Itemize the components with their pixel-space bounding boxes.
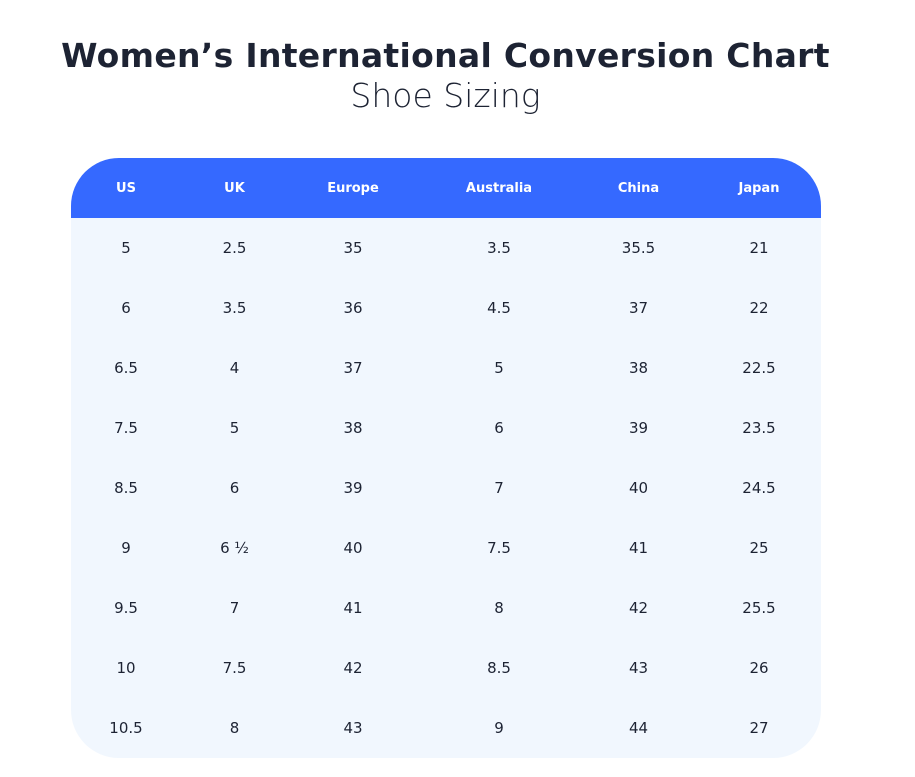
conversion-table: US UK Europe Australia China Japan 5 2.5 35 3.5 3… [71, 158, 821, 758]
table-cell-uk: 5 [229, 419, 240, 437]
table-row: 10 7.5 42 8.5 43 26 [71, 638, 821, 698]
table-cell-europe: 35 [343, 239, 363, 257]
column-header-australia: Australia [465, 180, 533, 196]
table-row: 6 3.5 36 4.5 37 22 [71, 278, 821, 338]
table-cell-uk: 3.5 [222, 299, 247, 317]
table-cell-uk: 8 [229, 719, 240, 737]
table-cell-japan: 25.5 [742, 599, 776, 617]
table-cell-australia: 6 [494, 419, 504, 437]
table-cell-china: 40 [628, 479, 649, 497]
column-header-us: US [116, 180, 136, 196]
table-cell-us: 9 [121, 539, 131, 557]
page-title: Women’s International Conversion Chart [61, 36, 830, 75]
table-row: 7.5 5 38 6 39 23.5 [71, 398, 821, 458]
table-cell-australia: 9 [494, 719, 504, 737]
table-cell-china: 37 [628, 299, 649, 317]
table-cell-us: 10 [116, 659, 136, 677]
table-cell-australia: 4.5 [487, 299, 511, 317]
table-cell-japan: 21 [749, 239, 769, 257]
table-cell-us: 7.5 [114, 419, 138, 437]
table-cell-europe: 39 [343, 479, 363, 497]
column-header-uk: UK [224, 180, 245, 196]
table-cell-europe: 40 [343, 539, 363, 557]
table-cell-australia: 5 [494, 359, 504, 377]
table-cell-japan: 22.5 [742, 359, 776, 377]
page-subtitle: Shoe Sizing [350, 76, 541, 115]
table-row: 5 2.5 35 3.5 35.5 21 [71, 218, 821, 278]
table-cell-europe: 43 [343, 719, 363, 737]
table-row: 6.5 4 37 5 38 22.5 [71, 338, 821, 398]
table-cell-japan: 27 [749, 719, 769, 737]
table-cell-australia: 7 [494, 479, 504, 497]
table-cell-europe: 36 [343, 299, 363, 317]
table-cell-australia: 8.5 [487, 659, 511, 677]
table-cell-us: 9.5 [114, 599, 138, 617]
table-cell-europe: 42 [343, 659, 363, 677]
table-cell-us: 8.5 [114, 479, 138, 497]
column-header-europe: Europe [327, 180, 379, 196]
table-cell-australia: 8 [494, 599, 504, 617]
table-cell-uk: 7 [229, 599, 240, 617]
table-cell-china: 44 [628, 719, 649, 737]
table-cell-us: 5 [121, 239, 131, 257]
table-cell-uk: 6 [229, 479, 240, 497]
table-row: 9.5 7 41 8 42 25.5 [71, 578, 821, 638]
table-cell-us: 6.5 [114, 359, 138, 377]
table-header-row: US UK Europe Australia China Japan [71, 158, 821, 218]
table-cell-australia: 3.5 [487, 239, 511, 257]
table-cell-europe: 38 [343, 419, 363, 437]
table-body: 5 2.5 35 3.5 35.5 21 6 3.5 36 4.5 37 22 6.5 4 37 5 38 22.… [71, 218, 821, 758]
table-row: 10.5 8 43 9 44 27 [71, 698, 821, 758]
table-cell-uk: 4 [229, 359, 240, 377]
table-cell-japan: 24.5 [742, 479, 776, 497]
table-cell-japan: 26 [749, 659, 769, 677]
column-header-japan: Japan [738, 180, 780, 196]
table-cell-us: 10.5 [109, 719, 143, 737]
table-cell-europe: 37 [343, 359, 363, 377]
table-cell-china: 43 [628, 659, 649, 677]
table-cell-china: 39 [628, 419, 649, 437]
table-cell-us: 6 [121, 299, 131, 317]
table-cell-uk: 6 ½ [220, 539, 249, 557]
table-cell-australia: 7.5 [487, 539, 511, 557]
table-cell-china: 35.5 [621, 239, 656, 257]
table-row: 9 6 ½ 40 7.5 41 25 [71, 518, 821, 578]
table-cell-china: 41 [628, 539, 649, 557]
table-cell-china: 38 [628, 359, 649, 377]
column-header-china: China [617, 180, 660, 196]
table-cell-china: 42 [628, 599, 649, 617]
table-cell-uk: 2.5 [222, 239, 247, 257]
table-cell-uk: 7.5 [222, 659, 247, 677]
table-cell-europe: 41 [343, 599, 363, 617]
table-row: 8.5 6 39 7 40 24.5 [71, 458, 821, 518]
table-cell-japan: 23.5 [742, 419, 776, 437]
table-cell-japan: 25 [749, 539, 769, 557]
table-cell-japan: 22 [749, 299, 769, 317]
